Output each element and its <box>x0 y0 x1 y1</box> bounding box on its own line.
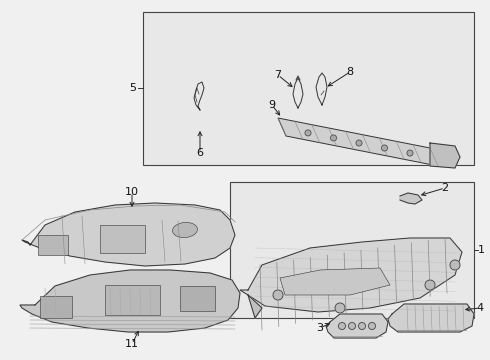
Text: 9: 9 <box>269 100 275 110</box>
Polygon shape <box>326 314 388 338</box>
Circle shape <box>335 303 345 313</box>
Polygon shape <box>278 118 438 166</box>
Circle shape <box>348 323 356 329</box>
Text: 7: 7 <box>274 70 282 80</box>
Polygon shape <box>280 268 390 295</box>
Text: 2: 2 <box>441 183 448 193</box>
Polygon shape <box>388 304 474 332</box>
Text: 11: 11 <box>125 339 139 349</box>
Bar <box>180 286 215 311</box>
Circle shape <box>356 140 362 146</box>
Text: 3: 3 <box>317 323 323 333</box>
Bar <box>40 296 72 318</box>
Circle shape <box>382 145 388 151</box>
Circle shape <box>273 290 283 300</box>
Circle shape <box>359 323 366 329</box>
Circle shape <box>425 280 435 290</box>
Circle shape <box>330 135 337 141</box>
Polygon shape <box>22 203 235 266</box>
Circle shape <box>339 323 345 329</box>
Bar <box>38 235 68 255</box>
Text: 8: 8 <box>346 67 354 77</box>
Polygon shape <box>430 143 460 168</box>
Polygon shape <box>240 238 462 312</box>
Text: 10: 10 <box>125 187 139 197</box>
Text: 1: 1 <box>478 245 485 255</box>
Bar <box>100 225 145 253</box>
Text: 6: 6 <box>196 148 203 158</box>
Bar <box>143 12 474 165</box>
Polygon shape <box>400 193 422 204</box>
Circle shape <box>305 130 311 136</box>
Polygon shape <box>20 270 240 332</box>
Circle shape <box>407 150 413 156</box>
Text: 4: 4 <box>476 303 484 313</box>
Text: 5: 5 <box>129 83 136 93</box>
Polygon shape <box>248 295 262 318</box>
Circle shape <box>450 260 460 270</box>
Bar <box>230 182 474 318</box>
Ellipse shape <box>172 222 197 238</box>
Circle shape <box>368 323 375 329</box>
Bar <box>105 285 160 315</box>
